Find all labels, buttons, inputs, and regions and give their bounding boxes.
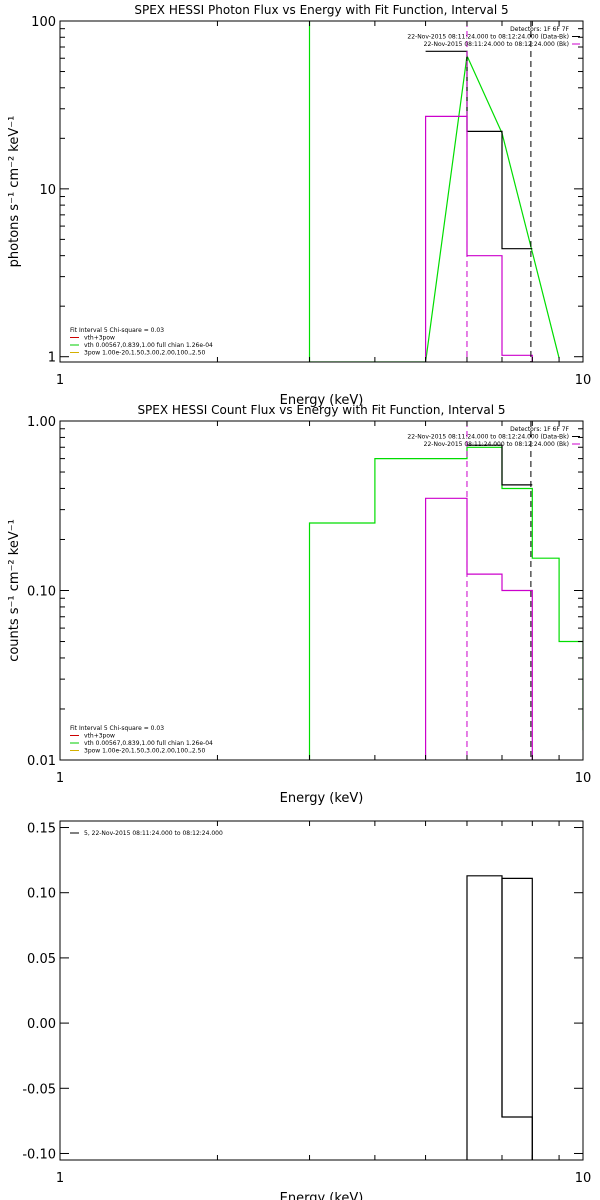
series-line-0 <box>60 0 559 362</box>
y-tick-label: 0.01 <box>27 754 56 769</box>
y-tick-label: 1.00 <box>27 415 56 430</box>
legend-top-entry: Detectors: 1F 6F 7F <box>510 426 569 433</box>
series-line-0 <box>310 447 584 760</box>
y-tick-label: 1 <box>48 351 56 366</box>
y-tick-label: 0.05 <box>27 952 56 967</box>
legend-top-entry: Detectors: 1F 6F 7F <box>510 26 569 33</box>
legend-fit-entry: vth 0.00567,0.839,1.00 full chian 1.26e-… <box>84 342 213 349</box>
legend-fit-entry: Fit Interval 5 Chi-square = 0.03 <box>70 327 164 334</box>
legend-top-entry: 22-Nov-2015 08:11:24.000 to 08:12:24.000… <box>407 34 569 41</box>
y-tick-label: 10 <box>39 183 56 198</box>
legend-fit-entry: 3pow 1.00e-20,1.50,3.00,2.00,100.,2.50 <box>84 748 205 755</box>
y-tick-label: 0.15 <box>27 822 56 837</box>
x-tick-label: 10 <box>575 771 592 786</box>
x-tick-label: 1 <box>56 373 64 388</box>
x-tick-label: 10 <box>575 373 592 388</box>
series-line-1 <box>467 445 532 485</box>
chart-title: SPEX HESSI Count Flux vs Energy with Fit… <box>137 403 505 417</box>
x-tick-label: 10 <box>575 1171 592 1186</box>
figure: SPEX HESSI Photon Flux vs Energy with Fi… <box>0 0 600 1200</box>
plot-frame <box>60 821 583 1160</box>
legend-fit-entry: 5, 22-Nov-2015 08:11:24.000 to 08:12:24.… <box>84 830 223 837</box>
legend-fit-entry: vth+3pow <box>84 733 115 740</box>
y-axis-label: photons s⁻¹ cm⁻² keV⁻¹ <box>7 116 22 268</box>
x-axis-label: Energy (keV) <box>280 791 364 806</box>
y-tick-label: 0.10 <box>27 585 56 600</box>
legend-fit-entry: Fit Interval 5 Chi-square = 0.03 <box>70 725 164 732</box>
series-line-0 <box>467 876 532 1160</box>
series-line-1 <box>502 878 532 1160</box>
series-line-2 <box>426 498 533 760</box>
x-axis-label: Energy (keV) <box>280 1191 364 1200</box>
y-axis-label: counts s⁻¹ cm⁻² keV⁻¹ <box>7 519 22 662</box>
y-tick-label: 100 <box>31 15 56 30</box>
y-tick-label: -0.10 <box>22 1147 56 1162</box>
legend-top-entry: 22-Nov-2015 08:11:24.000 to 08:12:24.000… <box>407 434 569 441</box>
legend-top-entry: 22-Nov-2015 08:11:24.000 to 08:12:24.000… <box>424 41 569 48</box>
x-tick-label: 1 <box>56 771 64 786</box>
y-tick-label: 0.00 <box>27 1017 56 1032</box>
y-tick-label: 0.10 <box>27 887 56 902</box>
legend-fit-entry: vth 0.00567,0.839,1.00 full chian 1.26e-… <box>84 740 213 747</box>
y-tick-label: -0.05 <box>22 1082 56 1097</box>
x-tick-label: 1 <box>56 1171 64 1186</box>
legend-fit-entry: vth+3pow <box>84 335 115 342</box>
legend-fit-entry: 3pow 1.00e-20,1.50,3.00,2.00,100.,2.50 <box>84 350 205 357</box>
legend-top-entry: 22-Nov-2015 08:11:24.000 to 08:12:24.000… <box>424 441 569 448</box>
plot-frame <box>60 21 583 362</box>
chart-title: SPEX HESSI Photon Flux vs Energy with Fi… <box>134 3 508 17</box>
